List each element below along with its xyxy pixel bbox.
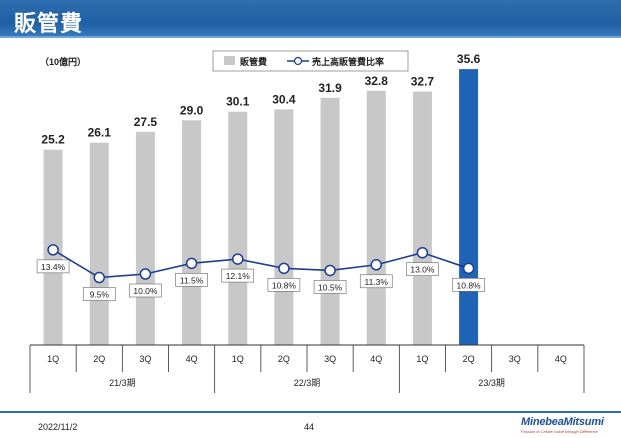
footer-divider <box>0 411 621 413</box>
logo-name: MinebeaMitsumi <box>521 416 604 428</box>
ratio-marker-8 <box>416 246 429 259</box>
x-tick-label-8: 1Q <box>416 354 428 364</box>
bar-value-label-0: 25.2 <box>41 133 65 147</box>
ratio-label-box-6 <box>313 280 347 294</box>
x-tick-label-4: 1Q <box>232 354 244 364</box>
ratio-line <box>52 249 469 279</box>
ratio-label-box-3 <box>175 273 208 287</box>
legend-bar-swatch <box>224 56 235 65</box>
ratio-marker-4 <box>232 253 244 265</box>
ratio-label-box-9 <box>452 278 485 292</box>
period-label-1: 22/3期 <box>294 378 321 388</box>
bar-8 <box>412 91 432 345</box>
x-tick-label-0: 1Q <box>47 354 59 364</box>
ratio-label-box-5 <box>267 278 301 292</box>
ratio-marker-3 <box>185 257 198 270</box>
x-tick-label-2: 3Q <box>139 354 151 364</box>
ratio-marker-2 <box>139 268 152 280</box>
ratio-label-3: 11.5% <box>180 275 204 285</box>
legend-line-marker <box>293 56 303 66</box>
x-tick-label-10: 3Q <box>509 354 521 364</box>
bar-5 <box>274 109 294 346</box>
period-label-2: 23/3期 <box>478 378 505 388</box>
bar-3 <box>182 120 202 345</box>
bar-4 <box>228 111 248 345</box>
bar-7 <box>366 90 386 345</box>
ratio-label-6: 10.5% <box>318 282 343 292</box>
bar-value-label-8: 32.7 <box>411 75 435 89</box>
ratio-label-1: 9.5% <box>90 290 110 300</box>
bar-value-label-2: 27.5 <box>134 115 158 129</box>
ratio-label-box-7 <box>359 274 393 289</box>
ratio-label-0: 13.4% <box>41 262 66 272</box>
ratio-marker-6 <box>324 264 336 277</box>
ratio-marker-7 <box>370 259 382 271</box>
x-tick-label-9: 2Q <box>463 354 475 364</box>
header-banner: 販管費 <box>0 0 621 38</box>
period-label-0: 21/3期 <box>109 378 136 388</box>
unit-label: （10億円） <box>40 56 86 67</box>
ratio-label-box-1 <box>82 287 116 301</box>
ratio-label-9: 10.8% <box>457 280 482 290</box>
x-tick-label-11: 4Q <box>555 354 567 364</box>
x-tick-label-3: 4Q <box>186 354 198 364</box>
legend-line-label: 売上高販管費比率 <box>312 56 384 67</box>
page-title: 販管費 <box>14 11 84 36</box>
ratio-label-4: 12.1% <box>226 271 251 281</box>
ratio-label-5: 10.8% <box>272 280 297 290</box>
ratio-label-box-2 <box>129 283 162 298</box>
company-logo: MinebeaMitsumi Passion to Create Value t… <box>521 416 613 434</box>
x-tick-label-1: 2Q <box>93 354 105 364</box>
bar-9 <box>459 69 479 345</box>
ratio-label-box-4 <box>221 268 255 283</box>
ratio-label-box-0 <box>36 259 70 274</box>
footer-date: 2022/11/2 <box>38 422 78 432</box>
ratio-label-2: 10.0% <box>133 286 158 296</box>
ratio-label-7: 11.3% <box>365 277 389 287</box>
ratio-label-box-8 <box>406 262 439 277</box>
bar-value-label-5: 30.4 <box>272 92 296 106</box>
bar-value-label-9: 35.6 <box>457 52 481 66</box>
bar-value-label-1: 26.1 <box>88 126 112 140</box>
bar-value-label-3: 29.0 <box>180 103 204 117</box>
legend-bar-label: 販管費 <box>240 56 267 67</box>
bar-value-label-6: 31.9 <box>318 81 342 95</box>
bar-1 <box>89 142 109 345</box>
bar-value-label-7: 32.8 <box>365 74 389 88</box>
bar-6 <box>320 97 340 346</box>
logo-tagline: Passion to Create Value through Differen… <box>521 429 599 434</box>
ratio-marker-9 <box>462 262 475 275</box>
header-underline <box>0 36 621 38</box>
bar-value-label-4: 30.1 <box>226 95 250 109</box>
x-tick-label-7: 4Q <box>370 354 382 364</box>
x-tick-label-5: 2Q <box>278 354 290 364</box>
ratio-marker-5 <box>278 262 290 275</box>
ratio-line-series: 13.4% 9.5% 10.0% 11.5% 12.1% 10.8% 10.5% 11.3% 1… <box>36 244 485 301</box>
ratio-marker-1 <box>93 271 105 284</box>
x-tick-label-6: 3Q <box>324 354 336 364</box>
x-axis: 1Q 2Q 3Q 4Q 1Q 2Q 3Q 4Q 1Q 2Q 3Q 4Q 21/3期 22/3期 23/3期 <box>29 344 585 393</box>
sga-chart: （10億円） 販管費 売上高販管費比率 25.2 26.1 27.5 29.0 30.1… <box>29 50 585 393</box>
ratio-marker-0 <box>47 244 59 256</box>
legend-frame <box>212 50 409 72</box>
page-number: 44 <box>304 422 315 432</box>
bar-2 <box>135 131 155 345</box>
ratio-label-8: 13.0% <box>410 265 435 275</box>
legend: 販管費 売上高販管費比率 <box>212 50 409 72</box>
bar-series: 25.2 26.1 27.5 29.0 30.1 30.4 31.9 32.8 32.7 35.6 <box>41 52 481 346</box>
